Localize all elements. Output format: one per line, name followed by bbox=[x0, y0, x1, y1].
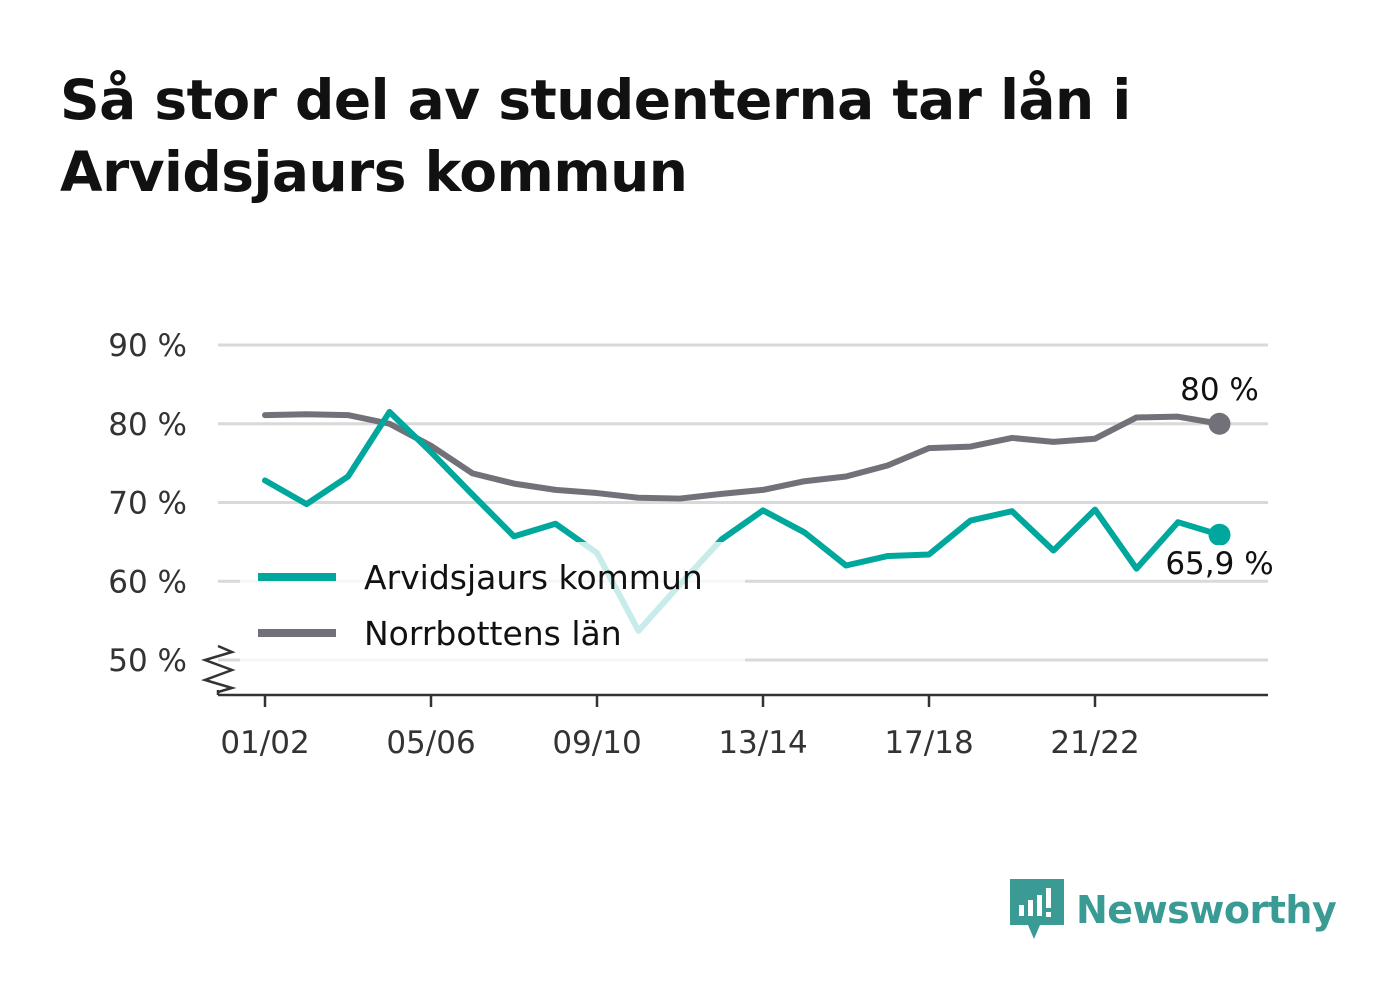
y-axis-ticks: 50 % 60 % 70 % 80 % 90 % bbox=[108, 328, 187, 679]
newsworthy-logo: Newsworthy bbox=[1010, 878, 1337, 942]
y-tick-label-80: 80 % bbox=[108, 407, 187, 443]
axes bbox=[201, 644, 1268, 697]
x-tick-label-05-06: 05/06 bbox=[386, 725, 475, 761]
end-label-arvidsjaur: 65,9 % bbox=[1165, 546, 1273, 582]
series-line-arvidsjaur bbox=[262, 408, 1223, 634]
y-tick-label-70: 70 % bbox=[108, 486, 187, 522]
y-tick-label-90: 90 % bbox=[108, 328, 187, 364]
chart-title: Så stor del av studenterna tar lån i Arv… bbox=[60, 68, 1131, 204]
series-end-point-norrbotten bbox=[1208, 412, 1231, 435]
newsworthy-logo-icon bbox=[1010, 879, 1064, 939]
end-label-background bbox=[1161, 545, 1282, 575]
end-label-norrbotten: 80 % bbox=[1180, 372, 1259, 408]
y-tick-label-60: 60 % bbox=[108, 564, 187, 600]
y-axis-break-icon bbox=[201, 644, 237, 694]
series-end-point-arvidsjaur bbox=[1208, 523, 1231, 546]
legend-label-arvidsjaur: Arvidsjaurs kommun bbox=[364, 558, 703, 597]
x-tick-label-13-14: 13/14 bbox=[718, 725, 807, 761]
brand-name: Newsworthy bbox=[1076, 888, 1337, 932]
legend-label-norrbotten: Norrbottens län bbox=[364, 614, 622, 653]
end-labels: 80 % 65,9 % bbox=[1161, 372, 1282, 582]
legend-background bbox=[240, 542, 745, 662]
x-tick-label-09-10: 09/10 bbox=[552, 725, 641, 761]
x-tick-label-21-22: 21/22 bbox=[1050, 725, 1139, 761]
x-tick-label-17-18: 17/18 bbox=[884, 725, 973, 761]
x-axis-ticks: 01/02 05/06 09/10 13/14 17/18 21/22 bbox=[220, 695, 1140, 761]
legend: Arvidsjaurs kommun Norrbottens län bbox=[240, 542, 745, 662]
x-tick-label-01-02: 01/02 bbox=[220, 725, 309, 761]
series-lines bbox=[262, 408, 1231, 634]
y-tick-label-50: 50 % bbox=[108, 643, 187, 679]
